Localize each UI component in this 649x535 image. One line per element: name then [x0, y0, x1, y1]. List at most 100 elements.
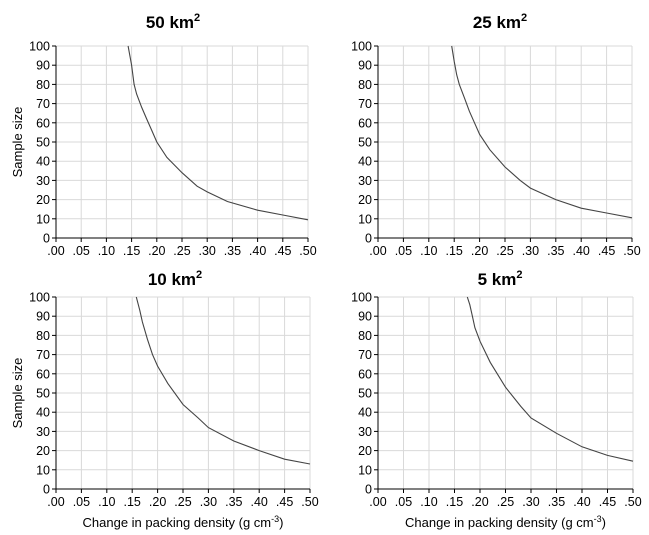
- chart-title: 25 km2: [473, 12, 527, 32]
- x-tick-label: .00: [47, 495, 64, 509]
- y-tick-label: 0: [43, 483, 50, 497]
- y-tick-label: 80: [358, 329, 372, 343]
- x-tick-label: .30: [199, 244, 216, 258]
- x-tick-label: .05: [395, 495, 412, 509]
- y-tick-label: 100: [29, 40, 50, 54]
- chart-panel-1: 50 km2 0 10 20 30 40 50 60 70 80 90 100 .00 .05 .10 .15…: [10, 12, 317, 258]
- x-tick-label: .35: [224, 244, 241, 258]
- x-tick-label: .15: [446, 244, 463, 258]
- x-tick-label: .25: [497, 495, 514, 509]
- x-tick-label: .40: [573, 244, 590, 258]
- x-tick-label: .30: [200, 495, 217, 509]
- y-tick-label: 10: [358, 463, 372, 477]
- y-tick-label: 30: [358, 174, 372, 188]
- x-tick-label: .50: [301, 495, 318, 509]
- x-tick-label: .00: [369, 244, 386, 258]
- y-tick-label: 50: [358, 387, 372, 401]
- x-tick-label: .45: [599, 495, 616, 509]
- x-tick-label: .35: [225, 495, 242, 509]
- y-tick-label: 60: [36, 367, 50, 381]
- chart-title: 5 km2: [478, 269, 523, 289]
- x-tick-label: .15: [446, 495, 463, 509]
- x-tick-label: .40: [249, 244, 266, 258]
- y-tick-label: 60: [358, 367, 372, 381]
- y-tick-label: 70: [36, 348, 50, 362]
- y-tick-label: 20: [36, 193, 50, 207]
- y-tick-label: 40: [358, 406, 372, 420]
- x-tick-label: .10: [98, 495, 115, 509]
- x-tick-label: .05: [73, 495, 90, 509]
- x-tick-label: .25: [173, 244, 190, 258]
- y-tick-label: 20: [36, 444, 50, 458]
- x-tick-label: .45: [598, 244, 615, 258]
- x-tick-label: .00: [369, 495, 386, 509]
- y-tick-label: 100: [29, 291, 50, 305]
- y-tick-label: 90: [358, 59, 372, 73]
- x-tick-label: .35: [548, 495, 565, 509]
- y-tick-label: 50: [36, 136, 50, 150]
- chart-panel-2: 25 km2 0 10 20 30 40 50 60 70 80 90 100 .00 .05 .10 .15…: [351, 12, 641, 258]
- y-tick-label: 80: [36, 329, 50, 343]
- x-tick-label: .50: [624, 495, 641, 509]
- y-tick-label: 20: [358, 193, 372, 207]
- y-tick-label: 0: [43, 232, 50, 246]
- x-tick-label: .20: [148, 244, 165, 258]
- y-tick-label: 40: [36, 406, 50, 420]
- x-tick-label: .10: [420, 244, 437, 258]
- y-tick-label: 50: [36, 387, 50, 401]
- x-tick-label: .00: [47, 244, 64, 258]
- x-tick-label: .25: [174, 495, 191, 509]
- y-tick-label: 30: [36, 425, 50, 439]
- x-tick-label: .40: [573, 495, 590, 509]
- y-tick-label: 0: [365, 232, 372, 246]
- x-tick-label: .25: [496, 244, 513, 258]
- y-tick-label: 40: [36, 155, 50, 169]
- y-tick-label: 70: [358, 348, 372, 362]
- x-tick-label: .05: [395, 244, 412, 258]
- series-line: [135, 296, 311, 465]
- y-tick-label: 30: [358, 425, 372, 439]
- y-tick-label: 50: [358, 136, 372, 150]
- y-tick-label: 10: [36, 463, 50, 477]
- x-tick-label: .35: [547, 244, 564, 258]
- x-axis-label: Change in packing density (g cm-3): [83, 514, 284, 530]
- x-tick-label: .50: [299, 244, 316, 258]
- y-axis-label: Sample size: [10, 107, 25, 178]
- y-tick-label: 90: [36, 310, 50, 324]
- y-tick-label: 10: [36, 212, 50, 226]
- y-tick-label: 40: [358, 155, 372, 169]
- x-tick-label: .20: [471, 244, 488, 258]
- chart-title: 10 km2: [148, 269, 202, 289]
- y-tick-label: 10: [358, 212, 372, 226]
- y-tick-label: 70: [36, 97, 50, 111]
- y-axis-label: Sample size: [10, 358, 25, 429]
- y-tick-label: 60: [358, 116, 372, 130]
- x-tick-label: .40: [251, 495, 268, 509]
- x-tick-label: .50: [623, 244, 640, 258]
- y-tick-label: 60: [36, 116, 50, 130]
- y-tick-label: 80: [36, 78, 50, 92]
- series-line: [466, 296, 634, 462]
- x-axis-label: Change in packing density (g cm-3): [405, 514, 606, 530]
- y-tick-label: 100: [351, 291, 372, 305]
- x-tick-label: .45: [276, 495, 293, 509]
- y-tick-label: 90: [36, 59, 50, 73]
- chart-panel-3: 10 km2 0 10 20 30 40 50 60 70 80 90 100 .00 .05 .10 .15…: [10, 269, 319, 530]
- x-tick-label: .20: [149, 495, 166, 509]
- chart-panel-4: 5 km2 0 10 20 30 40 50 60 70 80 90 100 .00 .05 .10 .15.…: [351, 269, 642, 530]
- x-tick-label: .15: [123, 244, 140, 258]
- x-tick-label: .10: [420, 495, 437, 509]
- y-tick-label: 90: [358, 310, 372, 324]
- y-tick-label: 0: [365, 483, 372, 497]
- y-tick-label: 100: [351, 40, 372, 54]
- chart-title: 50 km2: [146, 12, 200, 32]
- x-tick-label: .20: [471, 495, 488, 509]
- y-tick-label: 80: [358, 78, 372, 92]
- x-tick-label: .45: [274, 244, 291, 258]
- x-tick-label: .30: [522, 495, 539, 509]
- series-line: [451, 45, 633, 219]
- x-tick-label: .15: [124, 495, 141, 509]
- x-tick-label: .05: [73, 244, 90, 258]
- y-tick-label: 70: [358, 97, 372, 111]
